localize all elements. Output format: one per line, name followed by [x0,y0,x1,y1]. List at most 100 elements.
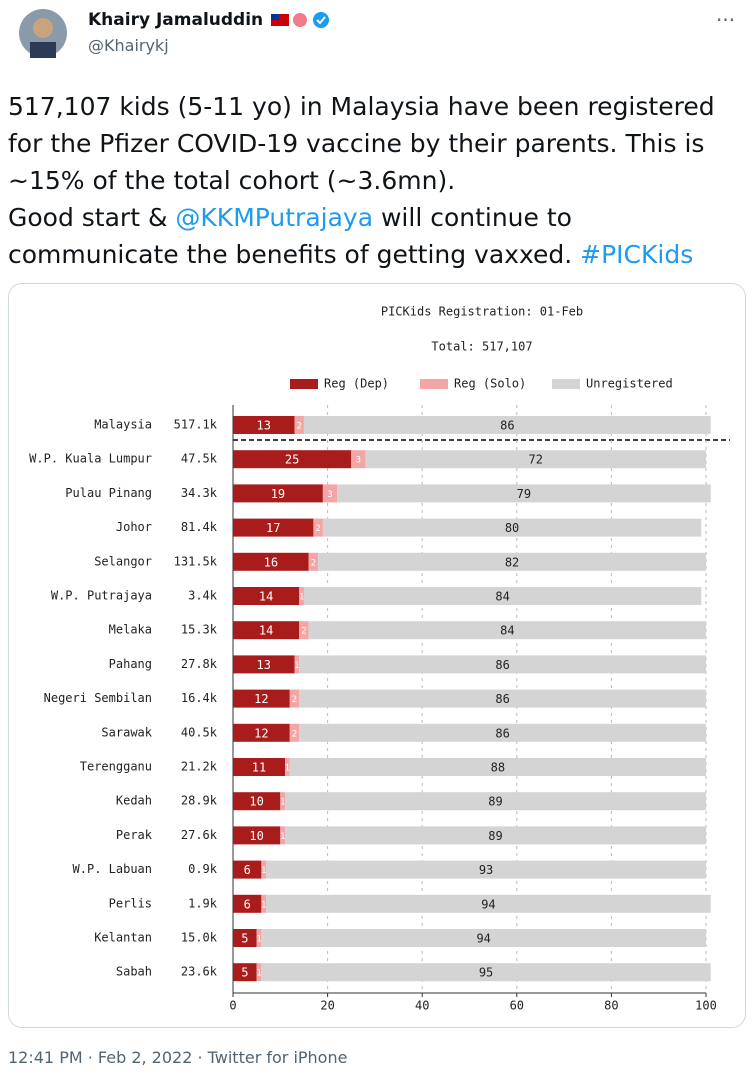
category-label: Melaka [109,623,152,637]
legend-swatch [420,379,448,389]
bar-segment [285,826,706,845]
count-label: 34.3k [181,486,218,500]
bar-segment [294,416,304,434]
category-label: W.P. Kuala Lumpur [29,452,152,466]
count-label: 21.2k [181,760,218,774]
count-label: 81.4k [181,520,218,534]
bar-segment [233,792,281,811]
bar-segment [233,758,286,776]
data-label: 1 [285,764,290,774]
category-label: Terengganu [80,760,152,774]
bar-segment [233,450,352,469]
legend-label: Reg (Dep) [324,377,389,391]
hashtag-link[interactable]: #PICKids [580,240,694,269]
data-label: 17 [266,521,280,535]
bar-segment [365,450,706,469]
count-label: 27.6k [181,828,218,842]
data-label: 94 [481,897,495,911]
data-label: 80 [505,521,519,535]
data-label: 6 [244,863,251,877]
category-label: Sarawak [101,725,152,739]
bar-segment [285,758,290,776]
data-label: 1 [256,935,261,945]
bar-segment [303,416,711,434]
data-label: 1 [280,832,285,842]
bar-segment [322,484,338,503]
count-label: 131.5k [174,554,218,568]
data-label: 2 [297,422,302,432]
bar-segment [285,792,706,811]
tweet-footer: 12:41 PM · Feb 2, 2022 · Twitter for iPh… [8,1048,348,1067]
data-label: 3 [356,456,361,466]
data-label: 82 [505,555,519,569]
x-tick-label: 60 [510,999,524,1013]
legend-swatch [290,379,318,389]
x-tick-label: 100 [695,999,717,1013]
data-label: 94 [476,932,490,946]
chart-subtitle: Total: 517,107 [431,340,532,354]
mention-link[interactable]: @KKMPutrajaya [175,203,374,232]
data-label: 2 [315,524,320,534]
category-label: W.P. Labuan [73,862,152,876]
bar-segment [294,655,300,674]
legend-label: Reg (Solo) [454,377,526,391]
data-label: 1 [261,900,266,910]
text: 517,107 kids (5-11 yo) in Malaysia have … [8,92,715,195]
bar-segment [233,655,295,674]
more-menu[interactable]: ··· [716,8,736,32]
data-label: 1 [299,593,304,603]
bar-segment [322,518,702,537]
text: will continue to communicate the benefit… [8,203,581,269]
data-label: 16 [264,555,278,569]
category-label: Malaysia [94,418,152,432]
data-label: 3 [327,490,332,500]
avatar[interactable] [18,8,68,58]
category-label: Selangor [94,554,152,568]
bar-segment [289,689,300,708]
data-label: 1 [261,866,266,876]
author-handle[interactable]: @Khairykj [88,36,169,55]
chart: PICKids Registration: 01-Feb Total: 517,… [29,305,730,1013]
bar-segment [233,518,314,537]
data-label: 93 [479,863,493,877]
category-label: Perlis [109,896,152,910]
bar-segment [303,587,702,605]
data-label: 88 [491,761,505,775]
data-label: 86 [500,419,514,433]
count-label: 27.8k [181,657,218,671]
data-label: 1 [256,969,261,979]
data-label: 25 [285,453,299,467]
author-name[interactable]: Khairy Jamaluddin [88,10,331,30]
category-label: Negeri Sembilan [44,691,152,705]
bar-segment [313,518,323,537]
category-label: Kedah [116,794,152,808]
bar-segment [299,723,706,742]
data-label: 5 [241,932,248,946]
data-label: 86 [495,658,509,672]
data-label: 89 [488,829,502,843]
data-label: 11 [252,761,266,775]
count-label: 517.1k [174,418,218,432]
bar-segment [308,552,319,571]
category-label: W.P. Putrajaya [51,589,152,603]
category-label: Perak [116,828,153,842]
category-label: Kelantan [94,931,152,945]
count-label: 3.4k [188,589,218,603]
count-label: 40.5k [181,725,218,739]
data-label: 12 [254,692,268,706]
bar-segment [289,758,706,776]
bar-segment [233,826,281,845]
chart-title: PICKids Registration: 01-Feb [381,305,583,319]
category-label: Pulau Pinang [65,486,152,500]
image-card[interactable] [8,283,746,1028]
bar-segment [233,621,300,640]
bar-segment [233,929,257,947]
count-label: 15.3k [181,623,218,637]
data-label: 86 [495,692,509,706]
data-label: 84 [500,624,514,638]
data-label: 84 [495,590,509,604]
count-label: 1.9k [188,896,218,910]
bar-segment [280,826,286,845]
data-label: 86 [495,726,509,740]
